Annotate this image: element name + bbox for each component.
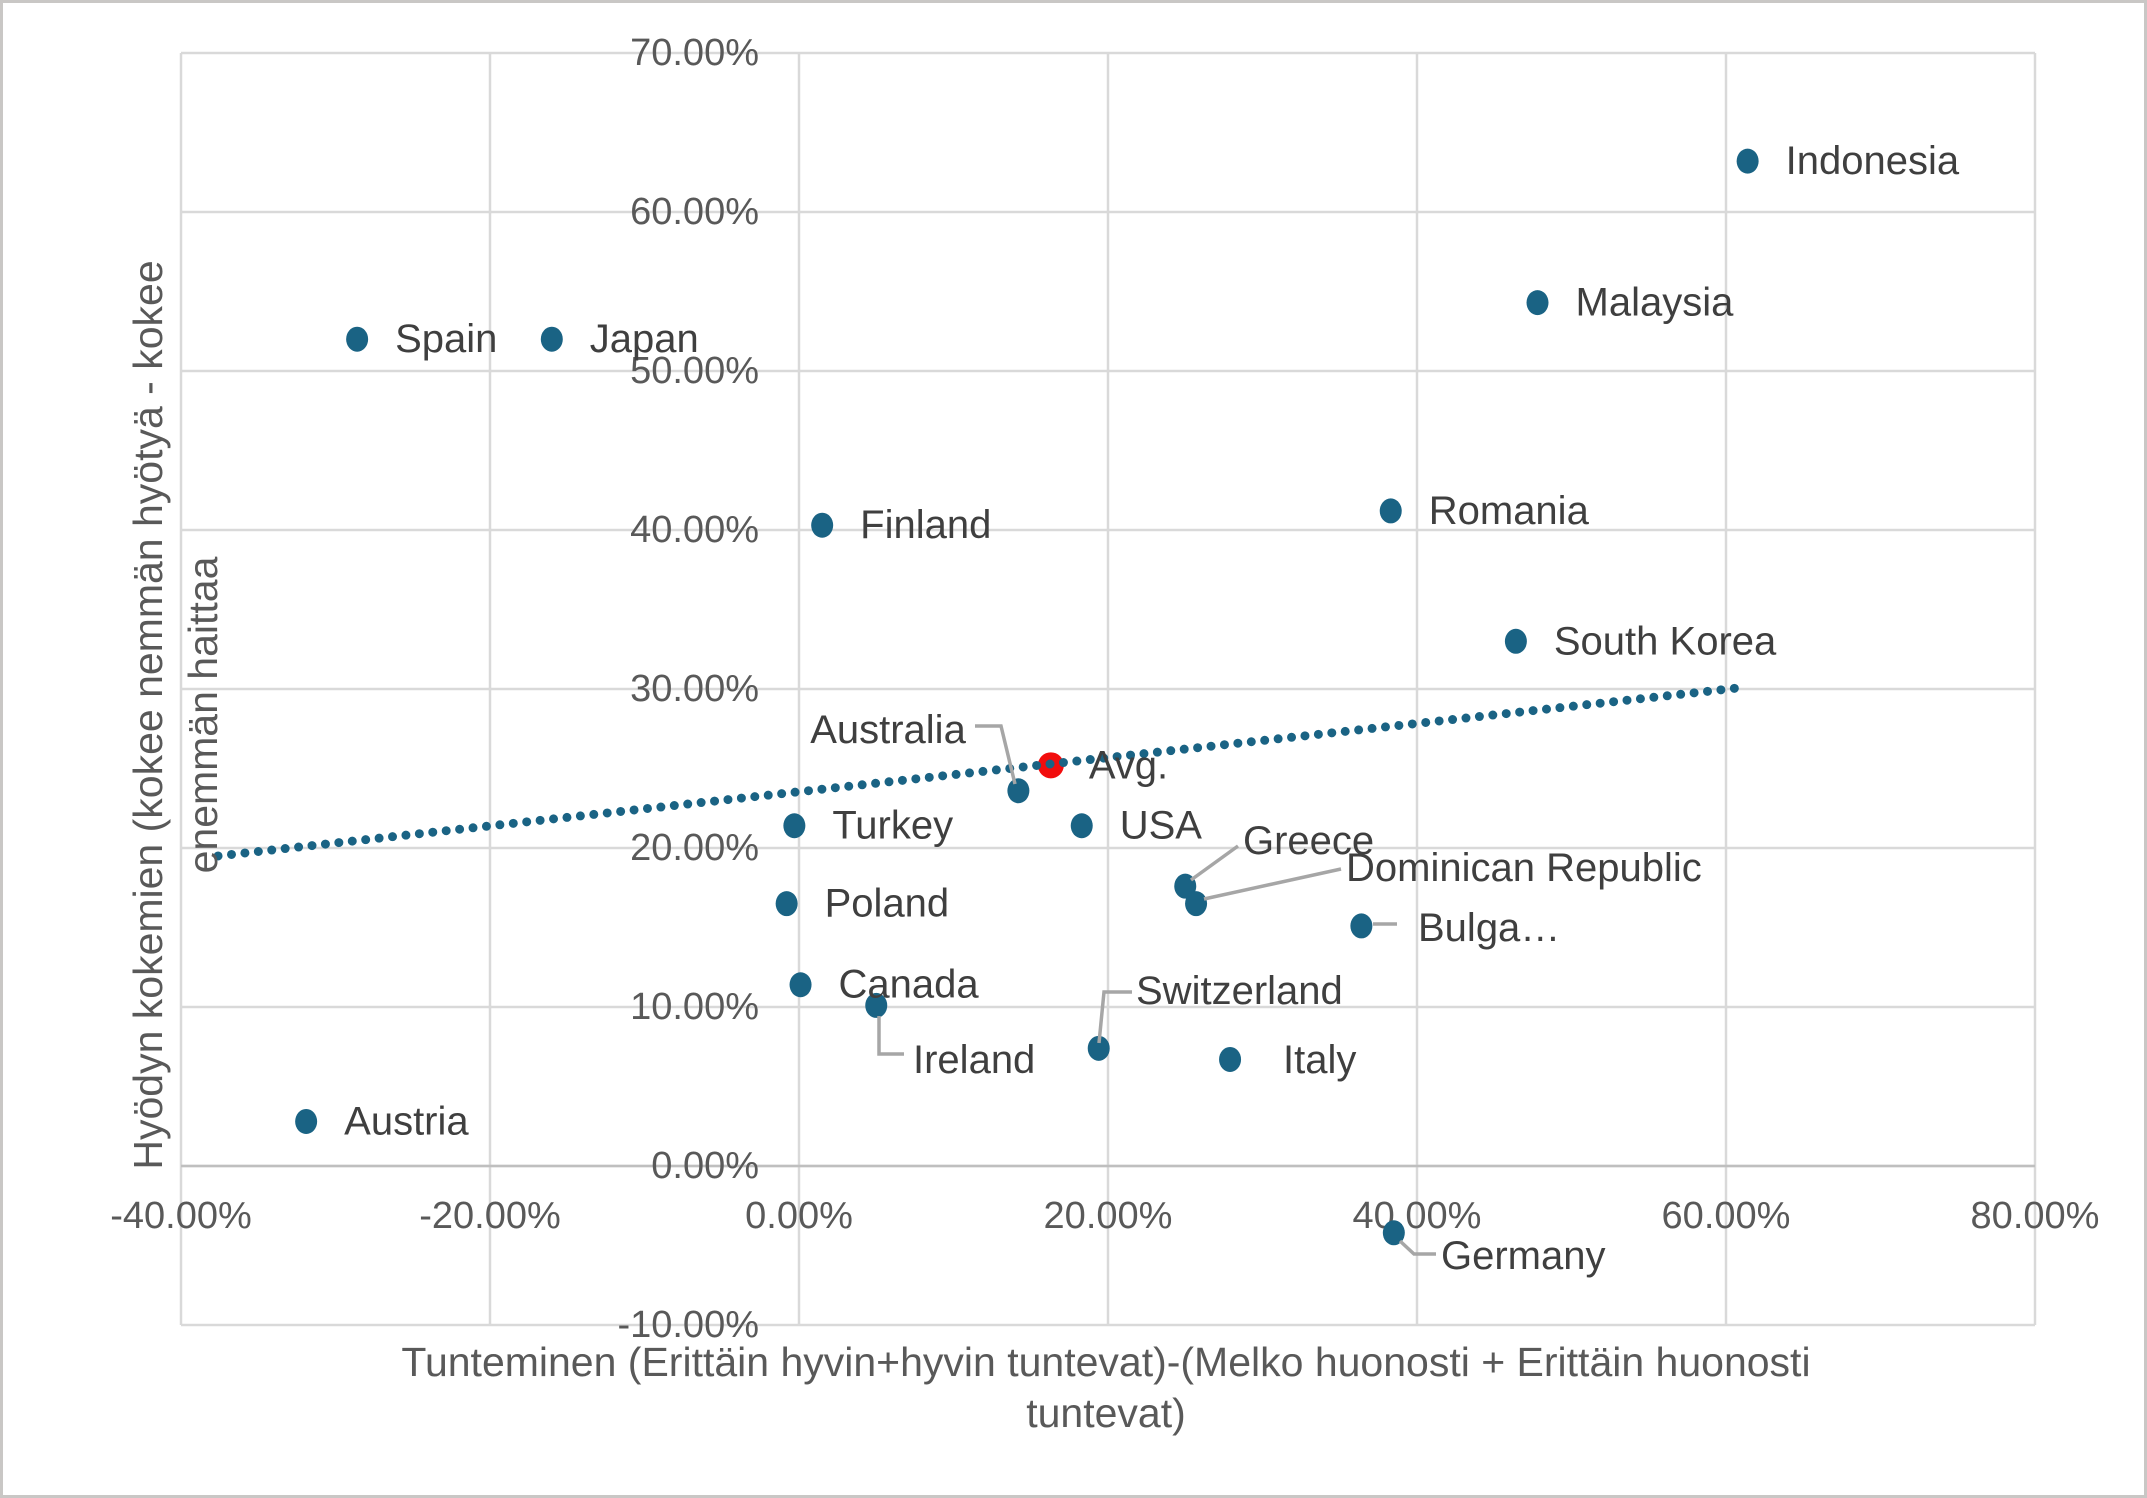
x-tick-label: 20.00% <box>1044 1195 1173 1237</box>
data-point-label: Germany <box>1441 1234 1606 1278</box>
data-point-label: Indonesia <box>1786 139 1960 183</box>
y-axis-title-line2: enemmän haittaa <box>180 556 226 874</box>
x-axis-title-line2: tuntevat) <box>1026 1390 1186 1436</box>
x-tick-label: 0.00% <box>745 1195 853 1237</box>
data-point <box>346 326 369 352</box>
data-point <box>775 891 798 917</box>
data-point <box>1174 873 1197 899</box>
data-point-label: USA <box>1120 804 1203 848</box>
data-point-label: Japan <box>590 317 699 361</box>
trendline <box>213 682 1748 861</box>
y-axis-title-line1: Hyödyn kokemien (kokee nemmän hyötyä - k… <box>125 260 171 1170</box>
data-point-label: Avg. <box>1089 743 1168 787</box>
y-tick-label: 60.00% <box>630 191 759 233</box>
data-point-label: Dominican Republic <box>1346 846 1702 890</box>
x-tick-label: 80.00% <box>1971 1195 2100 1237</box>
x-tick-label: -40.00% <box>110 1195 252 1237</box>
data-point <box>1504 628 1527 654</box>
label-leader-line <box>975 724 1017 785</box>
data-point <box>1070 813 1093 839</box>
data-point-label: Switzerland <box>1136 969 1343 1013</box>
data-point <box>295 1108 318 1134</box>
data-point <box>1736 148 1759 174</box>
y-tick-label: -10.00% <box>617 1304 759 1346</box>
data-point <box>783 813 806 839</box>
x-tick-label: 60.00% <box>1662 1195 1791 1237</box>
y-tick-label: 10.00% <box>630 986 759 1028</box>
y-tick-label: 0.00% <box>651 1145 759 1187</box>
data-point-label: Malaysia <box>1576 281 1735 325</box>
data-point <box>1382 1220 1405 1246</box>
y-tick-label: 70.00% <box>630 32 759 74</box>
label-leader-line <box>877 1016 904 1056</box>
data-point-label: Italy <box>1283 1038 1356 1082</box>
data-point-label: Turkey <box>832 804 953 848</box>
data-point <box>811 512 834 538</box>
data-point <box>865 992 888 1018</box>
data-point-label: Canada <box>839 963 980 1007</box>
data-point <box>1350 913 1373 939</box>
data-point-label: Australia <box>810 708 966 752</box>
data-point <box>1219 1046 1242 1072</box>
label-leader-line <box>1398 1239 1436 1256</box>
data-point <box>1087 1035 1110 1061</box>
label-leader-line <box>1097 990 1132 1044</box>
scatter-plot: -40.00% -20.00% 0.00% 20.00% 40.00% 60.00% 80.… <box>110 32 2100 1346</box>
data-point <box>1526 290 1549 316</box>
data-point-label: Poland <box>825 882 950 926</box>
data-point <box>1007 778 1030 804</box>
data-point-label: Austria <box>344 1099 469 1143</box>
data-point-label: Spain <box>395 317 497 361</box>
data-point-label: Bulga… <box>1418 906 1560 950</box>
data-point <box>540 326 563 352</box>
label-leader-line <box>1189 844 1240 882</box>
y-tick-label: 20.00% <box>630 827 759 869</box>
y-tick-label: 50.00% <box>630 350 759 392</box>
y-tick-label: 30.00% <box>630 668 759 710</box>
data-point-label: Greece <box>1243 819 1374 863</box>
y-tick-label: 40.00% <box>630 509 759 551</box>
y-axis-title: Hyödyn kokemien (kokee nemmän hyötyä - k… <box>121 110 231 1320</box>
x-axis-title: Tunteminen (Erittäin hyvin+hyvin tunteva… <box>251 1337 1961 1439</box>
data-point-label: Finland <box>860 503 991 547</box>
x-tick-label: 40.00% <box>1353 1195 1482 1237</box>
x-tick-label: -20.00% <box>419 1195 561 1237</box>
data-point-label: Ireland <box>913 1038 1035 1082</box>
data-point-label: South Korea <box>1554 619 1777 663</box>
x-axis-title-line1: Tunteminen (Erittäin hyvin+hyvin tunteva… <box>401 1339 1811 1385</box>
data-point <box>1379 498 1402 524</box>
data-point <box>1185 891 1208 917</box>
data-point <box>789 972 812 998</box>
data-point-label: Romania <box>1429 489 1590 533</box>
label-leader-line <box>1203 867 1342 901</box>
